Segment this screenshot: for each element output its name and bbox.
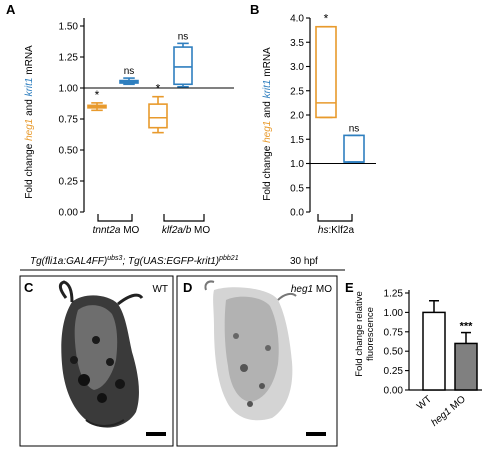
y-tick-label: 0.25 <box>384 366 404 377</box>
y-tick-label: 0.50 <box>384 347 404 358</box>
y-tick-label: 1.50 <box>59 22 79 33</box>
stage-label: 30 hpf <box>290 256 318 267</box>
panel-e-y-ticks: 0.00 0.25 0.50 0.75 1.00 1.25 <box>384 289 409 397</box>
box-krit1-klf2ab: ns <box>173 31 193 88</box>
significance-label: ns <box>124 66 135 77</box>
significance-label: * <box>324 12 329 26</box>
box-iqr <box>173 46 193 86</box>
box-heg1-klf2ab: * <box>148 82 168 134</box>
box-iqr <box>148 103 168 129</box>
panel-d-micrograph <box>204 280 297 421</box>
panel-a-boxes: * ns * ns <box>87 31 193 134</box>
panel-c-letter: C <box>24 280 34 295</box>
box-krit1-tnnt2a: ns <box>119 66 139 86</box>
panel-a-letter: A <box>6 2 16 17</box>
y-tick-label: 0.75 <box>59 115 79 126</box>
bar-heg1mo: *** <box>454 321 478 391</box>
panel-d-letter: D <box>183 280 192 295</box>
panel-b-bracket <box>317 214 353 222</box>
significance-label: * <box>95 88 100 102</box>
panel-e-xlabel-wt: WT <box>415 394 434 412</box>
box-heg1-tnnt2a: * <box>87 88 107 112</box>
significance-label: ns <box>349 123 360 134</box>
bar-wt <box>422 300 446 391</box>
panel-b-letter: B <box>250 2 259 17</box>
y-tick-label: 1.25 <box>384 289 404 300</box>
y-tick-label: 2.5 <box>290 86 304 97</box>
panel-c-micrograph <box>58 280 144 428</box>
transgene-header: Tg(fli1a:GAL4FF)ubs3; Tg(UAS:EGFP-krit1)… <box>20 255 345 271</box>
panel-d-scale-bar <box>306 432 326 436</box>
y-tick-label: 0.75 <box>384 327 404 338</box>
panel-b-y-ticks: 0.0 0.5 1.0 1.5 2.0 2.5 3.0 3.5 4.0 <box>290 14 310 219</box>
box-heg1-hsKlf2a: * <box>315 12 337 119</box>
panel-e-ylabel-line2: fluorescence <box>365 307 376 361</box>
panel-a-xlabel-klf2ab: klf2a/b MO <box>162 225 211 236</box>
panel-e-bars: *** <box>422 300 478 391</box>
panel-a-y-ticks: 0.00 0.25 0.50 0.75 1.00 1.25 1.50 <box>59 22 84 219</box>
y-tick-label: 1.00 <box>384 308 404 319</box>
panel-b-xlabel: hs:Klf2a <box>318 225 355 236</box>
y-tick-label: 1.00 <box>59 84 79 95</box>
y-tick-label: 4.0 <box>290 14 304 25</box>
box-iqr <box>343 134 365 163</box>
significance-label: *** <box>460 321 474 333</box>
y-tick-label: 1.5 <box>290 135 304 146</box>
significance-label: * <box>156 82 161 96</box>
significance-label: ns <box>178 31 189 42</box>
panel-c-scale-bar <box>146 432 166 436</box>
bar-rect <box>422 311 446 391</box>
y-tick-label: 2.0 <box>290 111 304 122</box>
y-tick-label: 1.0 <box>290 159 304 170</box>
y-tick-label: 0.00 <box>384 386 404 397</box>
y-tick-label: 0.25 <box>59 177 79 188</box>
bar-rect <box>454 342 478 391</box>
panel-e-ylabel-line1: Fold change relative <box>354 291 365 377</box>
y-tick-label: 0.0 <box>290 208 304 219</box>
box-krit1-hsKlf2a: ns <box>343 123 365 163</box>
panel-e: E Fold change relative fluorescence 0.00… <box>345 280 482 429</box>
y-tick-label: 0.5 <box>290 183 304 194</box>
y-tick-label: 3.5 <box>290 38 304 49</box>
panel-d: D heg1 MO <box>176 275 338 447</box>
y-tick-label: 3.0 <box>290 62 304 73</box>
panel-e-letter: E <box>345 280 354 295</box>
y-tick-label: 1.25 <box>59 53 79 64</box>
panel-b-boxes: * ns <box>315 12 365 163</box>
panel-a-bracket-klf2ab <box>163 214 205 222</box>
panel-a: A Fold change heg1 and krit1 mRNA 0.000.… <box>6 2 234 236</box>
panel-e-xlabel-heg1mo: heg1 MO <box>429 394 468 429</box>
transgene-label: Tg(fli1a:GAL4FF)ubs3; Tg(UAS:EGFP-krit1)… <box>30 255 239 267</box>
y-tick-label: 0.00 <box>59 208 79 219</box>
panel-a-bracket-tnnt2a <box>97 214 133 222</box>
panel-c-label: WT <box>152 284 168 295</box>
panel-c: C WT <box>19 275 174 447</box>
y-tick-label: 0.50 <box>59 146 79 157</box>
panel-a-xlabel-tnnt2a: tnnt2a MO <box>93 225 140 236</box>
panel-b-ylabel: Fold change heg1 and krit1 mRNA <box>262 47 273 201</box>
box-iqr <box>315 25 337 119</box>
panel-b: B Fold change heg1 and krit1 mRNA 0.0 0.5… <box>250 2 376 236</box>
panel-a-ylabel: Fold change heg1 and krit1 mRNA <box>24 45 35 199</box>
panel-d-label: heg1 MO <box>291 284 332 295</box>
